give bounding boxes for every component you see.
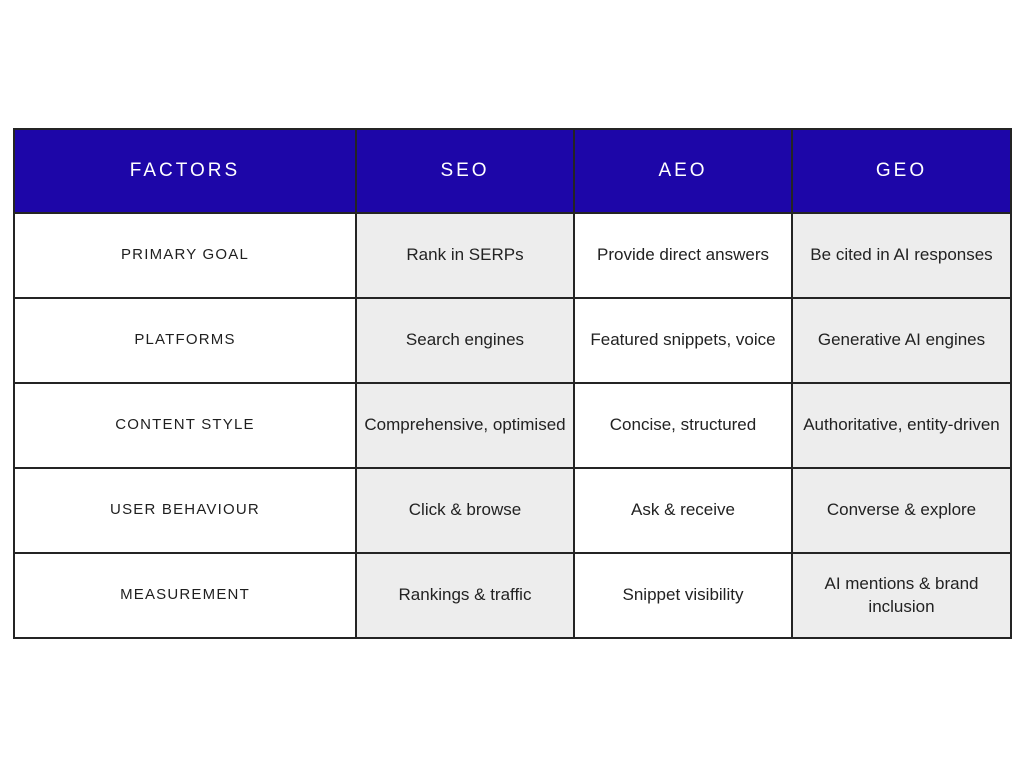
table-row: USER BEHAVIOUR Click & browse Ask & rece… [13, 467, 1012, 554]
column-header-aeo: AEO [573, 128, 793, 214]
column-header-seo: SEO [355, 128, 575, 214]
seo-cell: Comprehensive, optimised [355, 382, 575, 469]
geo-cell: Generative AI engines [791, 297, 1012, 384]
factor-cell: CONTENT STYLE [13, 382, 357, 469]
seo-cell: Search engines [355, 297, 575, 384]
factor-cell: PLATFORMS [13, 297, 357, 384]
table-row: PRIMARY GOAL Rank in SERPs Provide direc… [13, 212, 1012, 299]
seo-cell: Rank in SERPs [355, 212, 575, 299]
seo-cell: Rankings & traffic [355, 552, 575, 639]
table-row: CONTENT STYLE Comprehensive, optimised C… [13, 382, 1012, 469]
geo-cell: AI mentions & brand inclusion [791, 552, 1012, 639]
column-header-factors: FACTORS [13, 128, 357, 214]
factor-cell: USER BEHAVIOUR [13, 467, 357, 554]
aeo-cell: Snippet visibility [573, 552, 793, 639]
header-row: FACTORS SEO AEO GEO [13, 128, 1012, 214]
aeo-cell: Featured snippets, voice [573, 297, 793, 384]
geo-cell: Converse & explore [791, 467, 1012, 554]
seo-cell: Click & browse [355, 467, 575, 554]
comparison-table: FACTORS SEO AEO GEO PRIMARY GOAL Rank in… [13, 128, 1012, 639]
factor-cell: MEASUREMENT [13, 552, 357, 639]
factor-cell: PRIMARY GOAL [13, 212, 357, 299]
table-body: PRIMARY GOAL Rank in SERPs Provide direc… [13, 212, 1012, 639]
geo-cell: Be cited in AI responses [791, 212, 1012, 299]
aeo-cell: Ask & receive [573, 467, 793, 554]
table-row: PLATFORMS Search engines Featured snippe… [13, 297, 1012, 384]
geo-cell: Authoritative, entity-driven [791, 382, 1012, 469]
aeo-cell: Provide direct answers [573, 212, 793, 299]
column-header-geo: GEO [791, 128, 1012, 214]
aeo-cell: Concise, structured [573, 382, 793, 469]
table-row: MEASUREMENT Rankings & traffic Snippet v… [13, 552, 1012, 639]
